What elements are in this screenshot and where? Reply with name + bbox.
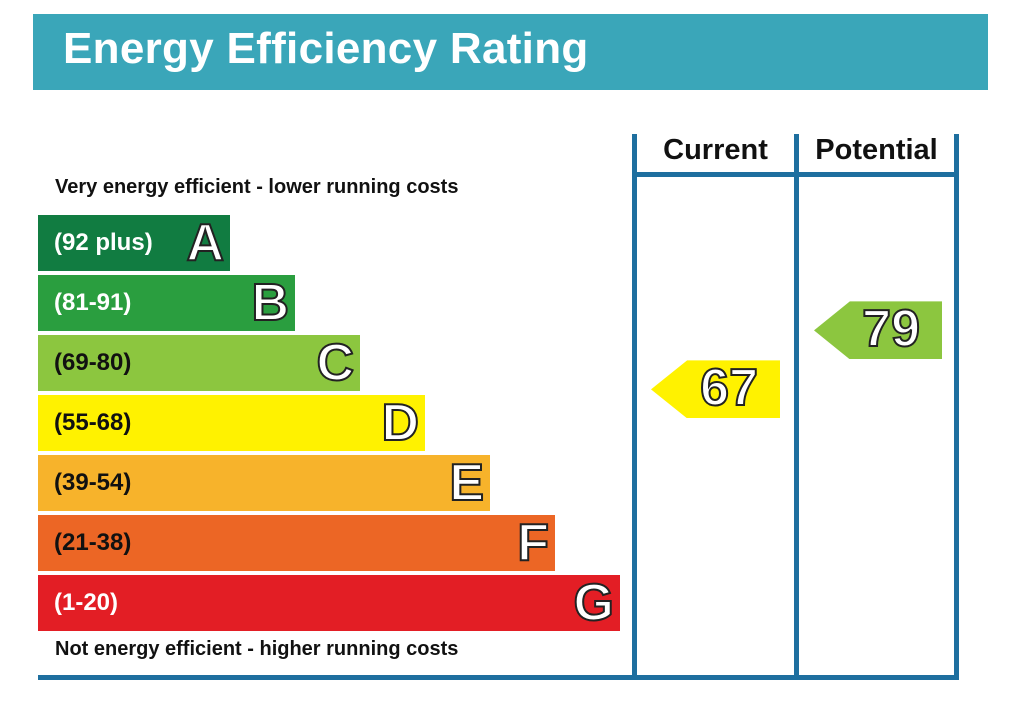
band-letter: D <box>380 393 420 453</box>
top-note: Very energy efficient - lower running co… <box>55 176 459 198</box>
band-a: (92 plus) A <box>38 213 230 273</box>
band-range-label: (39-54) <box>54 469 132 496</box>
band-c: (69-80) C <box>38 333 360 393</box>
band-letter: G <box>573 573 615 633</box>
potential-rating-value: 79 <box>861 300 921 359</box>
current-column-header: Current <box>663 134 768 166</box>
current-rating-value: 67 <box>699 359 759 418</box>
title-banner: Energy Efficiency Rating <box>33 14 988 90</box>
band-b: (81-91) B <box>38 273 295 333</box>
band-g: (1-20) G <box>38 573 620 633</box>
page-title: Energy Efficiency Rating <box>63 24 589 73</box>
frame-right-line <box>954 134 959 679</box>
bottom-line <box>38 675 959 680</box>
frame-middle-line <box>794 134 799 679</box>
band-letter: C <box>315 333 355 393</box>
current-rating-arrow: 67 <box>651 359 780 419</box>
band-range-label: (21-38) <box>54 529 132 556</box>
bottom-note: Not energy efficient - higher running co… <box>55 638 459 660</box>
potential-column-header: Potential <box>815 134 938 166</box>
potential-rating-arrow: 79 <box>814 300 942 360</box>
band-letter: B <box>250 273 290 333</box>
band-range-label: (55-68) <box>54 409 132 436</box>
band-letter: E <box>448 453 485 513</box>
band-d: (55-68) D <box>38 393 425 453</box>
header-divider-line <box>632 172 959 177</box>
band-range-label: (81-91) <box>54 289 132 316</box>
band-e: (39-54) E <box>38 453 490 513</box>
frame-left-line <box>632 134 637 679</box>
band-letter: A <box>185 213 225 273</box>
band-range-label: (1-20) <box>54 589 119 616</box>
band-range-label: (69-80) <box>54 349 132 376</box>
band-letter: F <box>516 513 550 573</box>
band-range-label: (92 plus) <box>54 229 153 256</box>
band-f: (21-38) F <box>38 513 555 573</box>
